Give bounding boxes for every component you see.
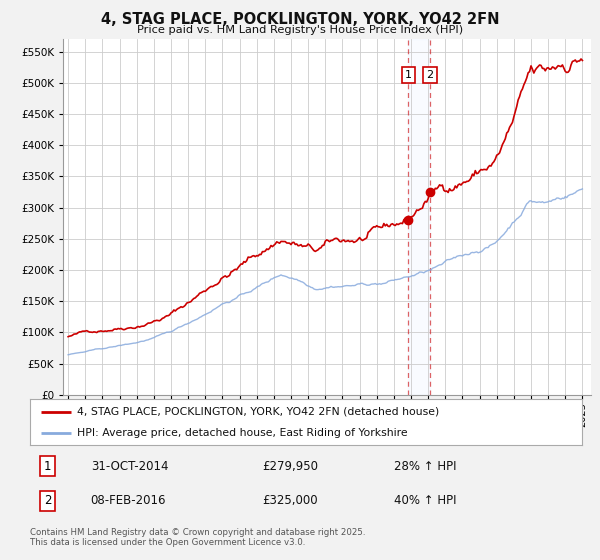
Text: 2: 2 [426,70,433,80]
Text: 4, STAG PLACE, POCKLINGTON, YORK, YO42 2FN: 4, STAG PLACE, POCKLINGTON, YORK, YO42 2… [101,12,499,27]
Text: 1: 1 [44,460,52,473]
Text: Price paid vs. HM Land Registry's House Price Index (HPI): Price paid vs. HM Land Registry's House … [137,25,463,35]
Text: HPI: Average price, detached house, East Riding of Yorkshire: HPI: Average price, detached house, East… [77,428,407,438]
Text: 28% ↑ HPI: 28% ↑ HPI [394,460,457,473]
Text: 31-OCT-2014: 31-OCT-2014 [91,460,168,473]
Bar [408,39,430,395]
Text: 4, STAG PLACE, POCKLINGTON, YORK, YO42 2FN (detached house): 4, STAG PLACE, POCKLINGTON, YORK, YO42 2… [77,407,439,417]
Text: £325,000: £325,000 [262,494,317,507]
Text: Contains HM Land Registry data © Crown copyright and database right 2025.
This d: Contains HM Land Registry data © Crown c… [30,528,365,547]
Text: 1: 1 [404,70,412,80]
Text: 08-FEB-2016: 08-FEB-2016 [91,494,166,507]
Text: £279,950: £279,950 [262,460,318,473]
Text: 40% ↑ HPI: 40% ↑ HPI [394,494,457,507]
Text: 2: 2 [44,494,52,507]
